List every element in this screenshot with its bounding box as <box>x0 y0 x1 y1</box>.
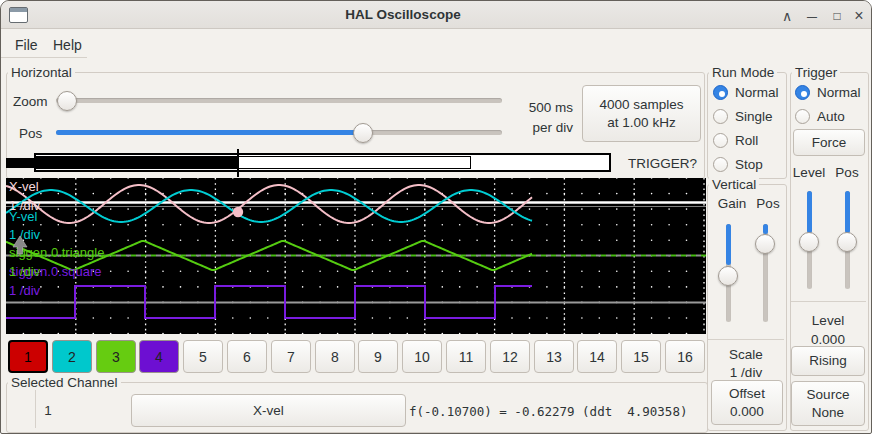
channel-button-16[interactable]: 16 <box>665 340 705 373</box>
trigger-position-marker[interactable] <box>237 149 239 177</box>
run-mode-option-normal[interactable]: Normal <box>713 84 779 101</box>
svg-text:1 /div: 1 /div <box>9 227 41 242</box>
radio-icon[interactable] <box>795 109 810 124</box>
channel-button-5[interactable]: 5 <box>183 340 223 373</box>
radio-icon[interactable] <box>795 85 810 100</box>
rate-line2: per div <box>493 119 573 136</box>
vertical-scale-label: Scale <box>729 346 763 363</box>
channel-button-10[interactable]: 10 <box>402 340 442 373</box>
shade-icon[interactable]: ∧ <box>782 8 792 24</box>
radio-label: Auto <box>817 108 845 125</box>
channel-button-4[interactable]: 4 <box>139 340 179 373</box>
menu-separator <box>1 57 87 58</box>
channel-button-7[interactable]: 7 <box>271 340 311 373</box>
vertical-gain-slider-fill <box>726 224 731 265</box>
trigger-pos-slider-label: Pos <box>835 164 858 181</box>
scope-display[interactable]: X-vel1 /divY-vel1 /divsiggen.0.triangles… <box>6 178 706 334</box>
run-mode-option-single[interactable]: Single <box>713 108 773 125</box>
zoom-label: Zoom <box>13 93 48 110</box>
vertical-gain-label: Gain <box>718 195 747 212</box>
pos-slider-handle[interactable] <box>353 123 373 143</box>
radio-icon[interactable] <box>713 133 728 148</box>
vertical-pos-label: Pos <box>756 195 779 212</box>
run-mode-group-label: Run Mode <box>709 64 777 81</box>
force-button[interactable]: Force <box>793 129 865 156</box>
trigger-level-slider-label: Level <box>793 164 825 181</box>
vertical-pos-slider-fill <box>763 224 768 234</box>
zoom-slider-track[interactable] <box>56 98 502 103</box>
radio-label: Single <box>735 108 773 125</box>
channel-button-11[interactable]: 11 <box>446 340 486 373</box>
vertical-group-label: Vertical <box>709 176 759 193</box>
trigger-separator <box>791 301 866 302</box>
window-title: HAL Oscilloscope <box>345 7 460 22</box>
channel-button-15[interactable]: 15 <box>621 340 661 373</box>
svg-text:X-vel: X-vel <box>9 179 39 194</box>
samples-button[interactable]: 4000 samples at 1.00 kHz <box>582 85 701 142</box>
maximize-icon[interactable]: □ <box>833 9 840 23</box>
trigger-option-normal[interactable]: Normal <box>795 84 861 101</box>
channel-button-6[interactable]: 6 <box>227 340 267 373</box>
trigger-source-button[interactable]: Source None <box>791 381 865 426</box>
pos-label: Pos <box>19 125 42 142</box>
selected-channel-number: 1 <box>44 402 52 419</box>
menu-help[interactable]: Help <box>53 37 82 54</box>
vertical-separator <box>708 339 784 340</box>
svg-text:1 /div: 1 /div <box>9 283 41 298</box>
selected-channel-separator <box>35 390 36 428</box>
channel-button-9[interactable]: 9 <box>358 340 398 373</box>
trigger-group: Trigger <box>790 72 869 431</box>
window-icon <box>9 7 28 23</box>
run-mode-option-roll[interactable]: Roll <box>713 132 758 149</box>
menu-file[interactable]: File <box>15 37 38 54</box>
channel-button-3[interactable]: 3 <box>96 340 136 373</box>
svg-text:1 /div: 1 /div <box>9 264 41 279</box>
close-icon[interactable]: × <box>854 7 863 25</box>
radio-icon[interactable] <box>713 85 728 100</box>
run-mode-option-stop[interactable]: Stop <box>713 156 763 173</box>
minimize-icon[interactable]: ─ <box>807 9 817 25</box>
trigger-level-slider-handle[interactable] <box>799 232 819 252</box>
channel-button-8[interactable]: 8 <box>315 340 355 373</box>
radio-icon[interactable] <box>713 157 728 172</box>
vertical-scale-value: 1 /div <box>730 364 762 381</box>
svg-text:Y-vel: Y-vel <box>9 209 38 224</box>
vertical-pos-slider-handle[interactable] <box>755 234 775 254</box>
trigger-status: TRIGGER? <box>628 155 697 172</box>
trigger-pos-slider-handle[interactable] <box>837 232 857 252</box>
horizontal-group-label: Horizontal <box>8 64 75 81</box>
radio-icon[interactable] <box>713 109 728 124</box>
vertical-gain-slider-handle[interactable] <box>718 266 738 286</box>
trigger-group-label: Trigger <box>792 64 840 81</box>
rate-line1: 500 ms <box>493 99 573 116</box>
trigger-option-auto[interactable]: Auto <box>795 108 845 125</box>
radio-label: Normal <box>735 84 779 101</box>
channel-button-2[interactable]: 2 <box>52 340 92 373</box>
hal-oscilloscope-window: HAL Oscilloscope ∧ ─ □ × File Help Horiz… <box>0 0 872 434</box>
radio-label: Stop <box>735 156 763 173</box>
trigger-level-label: Level <box>812 312 844 329</box>
trigger-level-slider-fill <box>807 191 812 233</box>
channel-button-12[interactable]: 12 <box>490 340 530 373</box>
selected-channel-group-label: Selected Channel <box>8 374 121 391</box>
channel-formula: f(-0.10700) = -0.62279 (ddt 4.90358) <box>409 404 687 419</box>
trigger-edge-button[interactable]: Rising <box>791 346 865 376</box>
pos-slider-fill <box>56 130 363 135</box>
radio-label: Roll <box>735 132 758 149</box>
vertical-offset-button[interactable]: Offset 0.000 <box>711 380 783 425</box>
radio-label: Normal <box>817 84 861 101</box>
channel-button-1[interactable]: 1 <box>8 340 48 373</box>
zoom-slider-handle[interactable] <box>57 91 77 111</box>
record-bar-left-stub <box>6 158 34 168</box>
channel-button-14[interactable]: 14 <box>577 340 617 373</box>
selected-channel-button[interactable]: X-vel <box>131 394 406 427</box>
trigger-pos-slider-fill <box>845 191 850 233</box>
channel-button-13[interactable]: 13 <box>534 340 574 373</box>
record-bar-fill <box>36 156 238 169</box>
